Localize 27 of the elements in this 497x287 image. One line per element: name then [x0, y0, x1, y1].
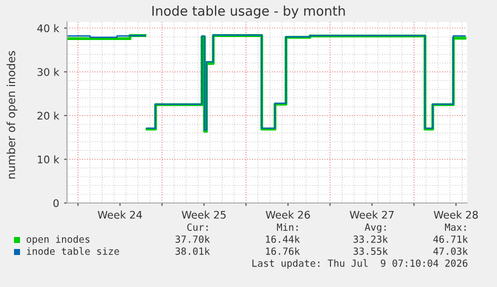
y-axis-title: number of open inodes — [6, 51, 18, 178]
text: 16.44k — [266, 235, 300, 243]
y-tick-label: 20 k — [38, 112, 60, 120]
text: Min: — [276, 223, 298, 231]
text: 33.55k — [354, 247, 388, 255]
y-tick-label: 0 — [53, 199, 59, 208]
y-tick-label: 40 k — [37, 24, 60, 32]
x-tick-label: Week 26 — [266, 210, 310, 219]
x-tick-label: Week 25 — [182, 210, 226, 219]
x-tick-label: Week 24 — [98, 210, 142, 219]
text: 38.01k — [176, 247, 210, 255]
text: 46.71k — [433, 235, 468, 243]
text: 33.23k — [354, 235, 388, 243]
y-tick-label: 30 k — [38, 68, 60, 76]
text: 16.76k — [266, 247, 300, 255]
text: Avg: — [364, 224, 386, 233]
x-tick-label: Week 27 — [350, 210, 394, 219]
text: Max: — [444, 224, 466, 231]
text: Last update: Thu Jul 9 07:10:04 2026 — [252, 259, 468, 269]
text: 37.70k — [176, 235, 210, 243]
text: 47.03k — [433, 247, 468, 255]
chart-title: Inode table usage - by month — [152, 6, 345, 18]
y-tick-label: 10 k — [38, 155, 60, 164]
x-tick-label: Week 28 — [434, 210, 478, 219]
text: Cur: — [187, 223, 208, 231]
legend-label: open inodes — [26, 235, 90, 245]
legend-label: inode table size — [26, 247, 120, 255]
